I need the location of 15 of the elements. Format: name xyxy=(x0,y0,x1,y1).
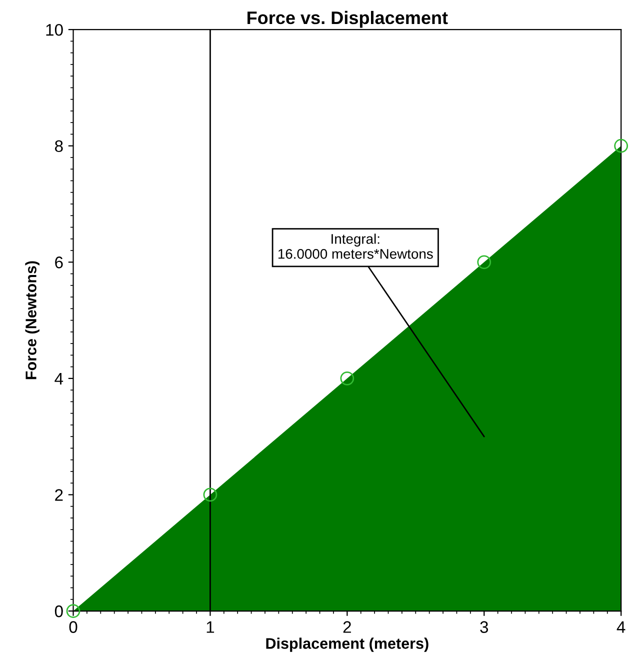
x-tick-label: 3 xyxy=(480,621,488,633)
y-tick-label: 0 xyxy=(54,605,63,618)
x-tick-label: 0 xyxy=(69,621,78,633)
x-axis-title: Displacement (meters) xyxy=(266,638,428,652)
x-tick-label: 4 xyxy=(616,621,626,633)
y-tick-label: 8 xyxy=(54,140,63,152)
y-axis-title: Force (Newtons) xyxy=(25,261,40,380)
y-tick-label: 6 xyxy=(55,256,63,268)
x-tick-label: 2 xyxy=(343,621,351,633)
chart-title: Force vs. Displacement xyxy=(248,10,448,28)
y-tick-label: 2 xyxy=(55,489,63,501)
x-tick-label: 1 xyxy=(206,621,214,633)
y-tick-label: 4 xyxy=(54,373,64,384)
y-tick-label: 10 xyxy=(46,24,63,36)
annotation: Integral: 16.0000 meters*Newtons xyxy=(278,234,433,259)
